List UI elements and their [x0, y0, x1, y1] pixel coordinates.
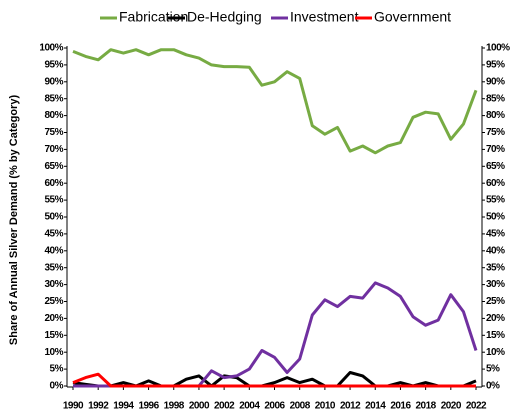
x-tick-label: 2004 [239, 401, 260, 412]
y2-tick-label: 95% [486, 60, 505, 71]
y-tick-label: 70% [44, 144, 63, 155]
x-tick-label: 2012 [340, 401, 361, 412]
x-tick-label: 2014 [365, 401, 386, 412]
y2-tick-label: 25% [486, 296, 505, 307]
y2-tick-label: 50% [486, 212, 505, 223]
y-tick-label: 65% [44, 161, 63, 172]
y-tick-label: 40% [44, 245, 63, 256]
y-tick-label: 80% [44, 110, 63, 121]
y2-tick-label: 90% [486, 76, 505, 87]
y2-tick-label: 65% [486, 161, 505, 172]
x-tick-label: 1998 [164, 401, 185, 412]
y-tick-label: 20% [44, 313, 63, 324]
series-line [72, 372, 476, 388]
legend-label: De-Hedging [187, 9, 262, 25]
y-tick-label: 0% [50, 381, 64, 392]
y2-tick-label: 80% [486, 110, 505, 121]
y-tick-label: 35% [44, 262, 63, 273]
y-tick-label: 10% [44, 347, 63, 358]
y2-tick-label: 70% [486, 144, 505, 155]
y2-tick-label: 15% [486, 330, 505, 341]
y2-tick-label: 40% [486, 245, 505, 256]
y-tick-label: 30% [44, 279, 63, 290]
y-tick-label: 75% [44, 127, 63, 138]
y2-tick-label: 55% [486, 195, 505, 206]
y2-tick-label: 0% [486, 381, 500, 392]
y-tick-label: 50% [44, 212, 63, 223]
y-tick-label: 5% [50, 364, 64, 375]
x-tick-label: 1994 [113, 401, 134, 412]
y2-tick-label: 35% [486, 262, 505, 273]
x-tick-label: 2010 [315, 401, 336, 412]
y-tick-label: 45% [44, 229, 63, 240]
x-tick-label: 2002 [214, 401, 235, 412]
y2-tick-label: 60% [486, 178, 505, 189]
x-tick-label: 2000 [189, 401, 210, 412]
x-tick-label: 1996 [138, 401, 159, 412]
y2-tick-label: 85% [486, 93, 505, 104]
legend-label: Government [374, 9, 451, 25]
x-tick-label: 1990 [63, 401, 84, 412]
y2-tick-label: 20% [486, 313, 505, 324]
y-tick-label: 90% [44, 76, 63, 87]
x-tick-label: 1992 [88, 401, 109, 412]
y-tick-label: 55% [44, 195, 63, 206]
x-tick-label: 2020 [441, 401, 462, 412]
legend-label: Investment [290, 9, 359, 25]
x-tick-label: 2022 [466, 401, 487, 412]
y-axis-label: Share of Annual Silver Demand (% by Cate… [8, 95, 20, 346]
series-line [72, 48, 478, 155]
x-tick-label: 2006 [264, 401, 285, 412]
x-tick-label: 2016 [390, 401, 411, 412]
y2-tick-label: 75% [486, 127, 505, 138]
y-tick-label: 100% [39, 43, 63, 54]
series-line [73, 281, 478, 388]
legend-label: Fabrication [119, 9, 188, 25]
y2-tick-label: 100% [486, 43, 510, 54]
y-tick-label: 95% [44, 60, 63, 71]
series-line [72, 371, 477, 388]
y2-tick-label: 5% [486, 364, 500, 375]
y-tick-label: 85% [44, 93, 63, 104]
y-tick-label: 60% [44, 178, 63, 189]
y-tick-label: 15% [44, 330, 63, 341]
x-tick-label: 2018 [416, 401, 437, 412]
y2-tick-label: 10% [486, 347, 505, 358]
x-tick-label: 2008 [290, 401, 311, 412]
y2-tick-label: 45% [486, 229, 505, 240]
y2-tick-label: 30% [486, 279, 505, 290]
y-tick-label: 25% [44, 296, 63, 307]
